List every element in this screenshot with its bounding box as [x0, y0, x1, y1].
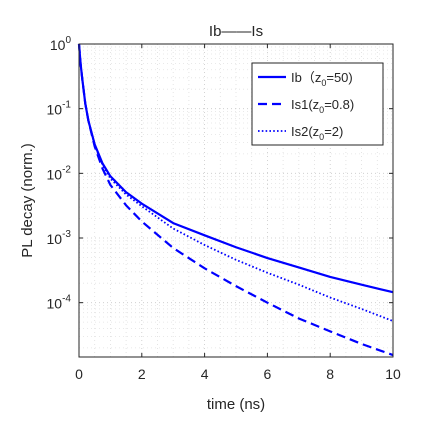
- x-axis-label: time (ns): [207, 396, 265, 413]
- axis-ticks: 0 2 4 6 8 10 100 10-1 10-2 10-3 10-4: [47, 35, 401, 382]
- x-tick-label: 6: [264, 366, 272, 382]
- y-tick-label: 10-4: [47, 294, 72, 312]
- x-tick-label: 4: [201, 366, 209, 382]
- chart-title: Ib——Is: [209, 23, 263, 40]
- y-tick-label: 100: [50, 35, 72, 53]
- x-tick-label: 8: [326, 366, 334, 382]
- legend-label-2: Is1(z0=0.8): [291, 97, 354, 115]
- x-tick-label: 10: [385, 366, 401, 382]
- series-line-3: [78, 43, 394, 322]
- y-tick-label: 10-1: [47, 100, 72, 118]
- series-lines: [77, 43, 394, 357]
- y-axis-label: PL decay (norm.): [19, 143, 36, 258]
- legend-label-3: Is2(z0=2): [291, 124, 343, 142]
- x-tick-label: 2: [138, 366, 146, 382]
- y-tick-label: 10-3: [47, 229, 72, 247]
- legend-label-1: Ib（z0=50): [291, 70, 353, 88]
- series-line-1: [77, 43, 394, 294]
- y-tick-label: 10-2: [47, 164, 72, 182]
- legend: Ib（z0=50) Is1(z0=0.8) Is2(z0=2): [251, 62, 384, 146]
- x-tick-label: 0: [75, 366, 83, 382]
- series-line-2: [77, 43, 394, 357]
- plot-frame: [78, 43, 394, 358]
